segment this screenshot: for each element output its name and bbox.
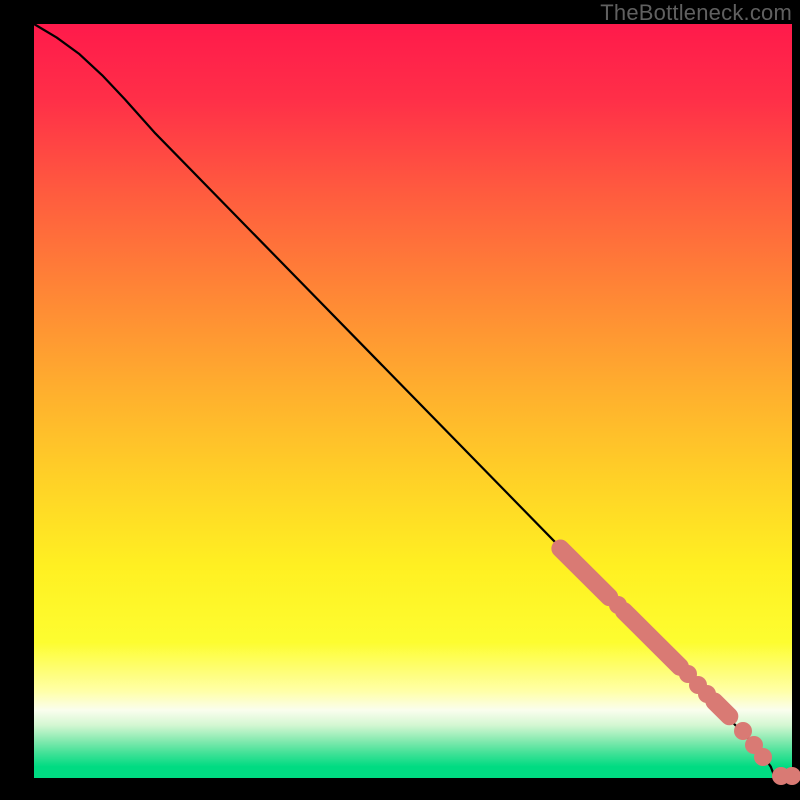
plot-area <box>34 24 792 778</box>
data-cluster-marker <box>702 688 743 729</box>
chart-frame: TheBottleneck.com <box>0 0 800 800</box>
watermark-text: TheBottleneck.com <box>600 0 792 26</box>
data-cluster-marker <box>611 598 693 679</box>
data-point-marker <box>754 748 772 766</box>
data-point-marker <box>783 767 800 785</box>
data-markers-layer <box>34 24 792 778</box>
